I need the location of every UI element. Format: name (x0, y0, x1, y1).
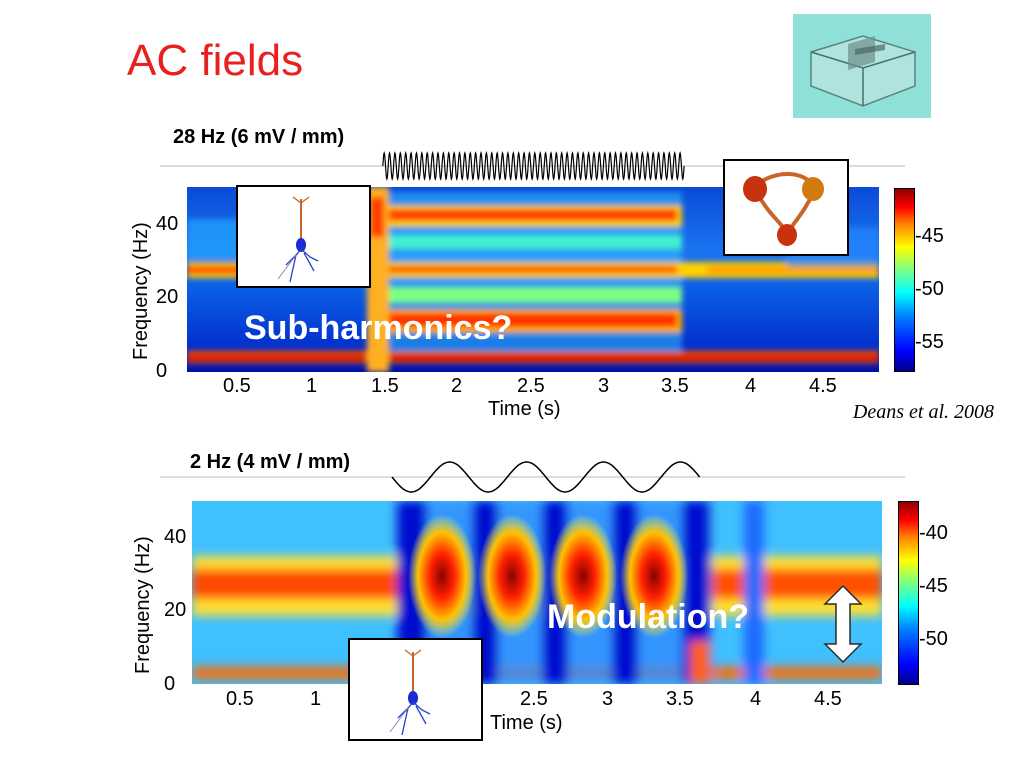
x-tick: 3 (598, 375, 610, 397)
molecule-inset (723, 159, 849, 256)
callout-sub-harmonics: Sub-harmonics? (244, 309, 513, 347)
y-axis-label: Frequency (Hz) (130, 222, 152, 360)
x-tick: 4.5 (809, 375, 837, 397)
x-tick: 1 (306, 375, 318, 397)
y-tick: 40 (156, 213, 179, 235)
x-axis-label: Time (s) (488, 398, 561, 420)
electrode-chamber-image (793, 14, 931, 118)
colorbar-tick: -50 (919, 628, 948, 650)
x-tick: 2 (451, 375, 463, 397)
y-tick: 40 (164, 526, 187, 548)
colorbar-tick: -45 (919, 575, 948, 597)
citation: Deans et al. 2008 (852, 401, 994, 423)
x-tick: 1.5 (371, 375, 399, 397)
colorbar-tick: -50 (915, 278, 944, 300)
double-arrow-icon (823, 584, 863, 664)
stimulus-label-28hz: 28 Hz (6 mV / mm) (173, 126, 345, 148)
callout-modulation: Modulation? (547, 598, 750, 636)
colorbar-tick: -45 (915, 225, 944, 247)
x-axis-label: Time (s) (490, 712, 563, 734)
x-tick: 4 (750, 688, 762, 710)
y-tick: 0 (156, 360, 168, 382)
slide-title: AC fields (127, 36, 304, 85)
x-tick: 3.5 (661, 375, 689, 397)
y-tick: 0 (164, 673, 176, 695)
x-tick: 3 (602, 688, 614, 710)
x-tick: 0.5 (226, 688, 254, 710)
spectrogram-bottom (192, 501, 882, 684)
x-tick: 4.5 (814, 688, 842, 710)
neuron-inset-bottom (348, 638, 483, 741)
stimulus-trace-2hz (160, 461, 905, 493)
x-tick: 1 (310, 688, 322, 710)
colorbar-bottom (898, 501, 919, 685)
colorbar-tick: -40 (919, 522, 948, 544)
neuron-inset-top (236, 185, 371, 288)
y-tick: 20 (164, 599, 187, 621)
x-tick: 4 (745, 375, 757, 397)
x-tick: 0.5 (223, 375, 251, 397)
y-tick: 20 (156, 286, 179, 308)
colorbar-top (894, 188, 915, 372)
spectrogram-panel-bottom: Frequency (Hz) 0 20 40 (120, 498, 1000, 748)
colorbar-tick: -55 (915, 331, 944, 353)
stimulus-label-2hz: 2 Hz (4 mV / mm) (190, 451, 351, 473)
x-tick: 3.5 (666, 688, 694, 710)
x-tick: 2.5 (517, 375, 545, 397)
y-axis-label: Frequency (Hz) (132, 536, 154, 674)
x-tick: 2.5 (520, 688, 548, 710)
